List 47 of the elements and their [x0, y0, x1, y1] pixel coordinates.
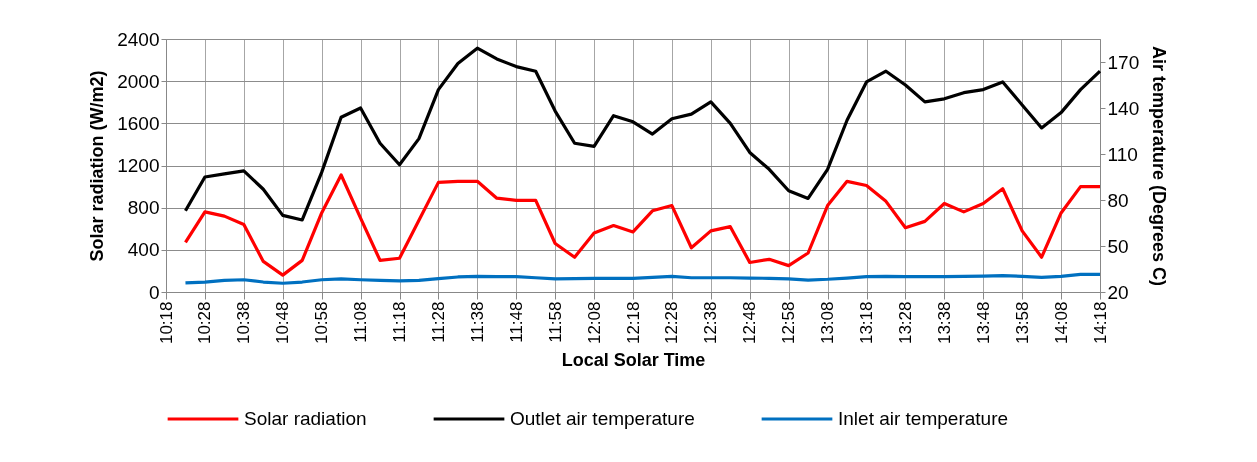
x-tick-label: 11:28 [428, 301, 448, 343]
x-tick-label: 13:58 [1012, 301, 1032, 345]
y-tick-label: 1600 [117, 112, 160, 134]
y2-axis-title: Air temperature (Degrees C) [1149, 45, 1170, 287]
x-tick-label: 10:48 [273, 301, 293, 345]
y-tick-label: 800 [127, 197, 160, 219]
line-series [183, 173, 1102, 277]
y-tick-label: 0 [148, 281, 160, 303]
x-tick-label: 10:38 [234, 301, 254, 345]
x-tick-label: 11:58 [545, 301, 565, 343]
x-tick-label: 14:08 [1051, 301, 1071, 345]
line-series [183, 272, 1102, 285]
x-tick-label: 13:38 [934, 301, 954, 345]
y2-tick-label: 20 [1107, 281, 1129, 303]
x-axis-title: Local Solar Time [561, 350, 706, 371]
x-tick-label: 12:48 [740, 301, 760, 345]
x-tick-label: 12:18 [623, 301, 643, 345]
line-series [183, 46, 1102, 222]
x-tick-label: 11:48 [506, 301, 526, 343]
legend-label: Inlet air temperature [838, 408, 1009, 429]
y-tick-label: 400 [127, 239, 160, 261]
x-tick-label: 13:08 [818, 301, 838, 345]
x-tick-label: 12:28 [662, 301, 682, 345]
legend-label: Solar radiation [244, 408, 367, 429]
y-tick-label: 2000 [117, 70, 160, 92]
y-tick-label: 2400 [117, 28, 160, 50]
x-tick-label: 11:08 [351, 301, 371, 343]
x-tick-label: 12:38 [701, 301, 721, 345]
y-tick-label: 1200 [117, 155, 160, 176]
legend-label: Outlet air temperature [510, 408, 695, 429]
x-tick-label: 14:18 [1090, 301, 1110, 345]
x-tick-label: 10:18 [156, 301, 176, 345]
y2-tick-label: 50 [1107, 235, 1129, 257]
x-tick-label: 10:58 [312, 301, 332, 345]
x-tick-label: 10:28 [195, 301, 215, 345]
x-tick-label: 11:18 [390, 301, 409, 343]
y2-tick-label: 110 [1107, 143, 1138, 165]
x-tick-label: 13:48 [973, 301, 993, 345]
x-tick-label: 13:18 [857, 301, 876, 345]
y2-tick-label: 170 [1107, 51, 1140, 73]
x-tick-label: 13:28 [895, 301, 915, 345]
y2-tick-label: 80 [1107, 189, 1129, 211]
x-tick-label: 12:08 [584, 301, 604, 345]
x-tick-label: 11:38 [467, 301, 487, 343]
y2-tick-label: 140 [1107, 97, 1140, 119]
x-tick-label: 12:58 [779, 301, 799, 345]
y-axis-title: Solar radiation (W/m2) [87, 70, 108, 262]
